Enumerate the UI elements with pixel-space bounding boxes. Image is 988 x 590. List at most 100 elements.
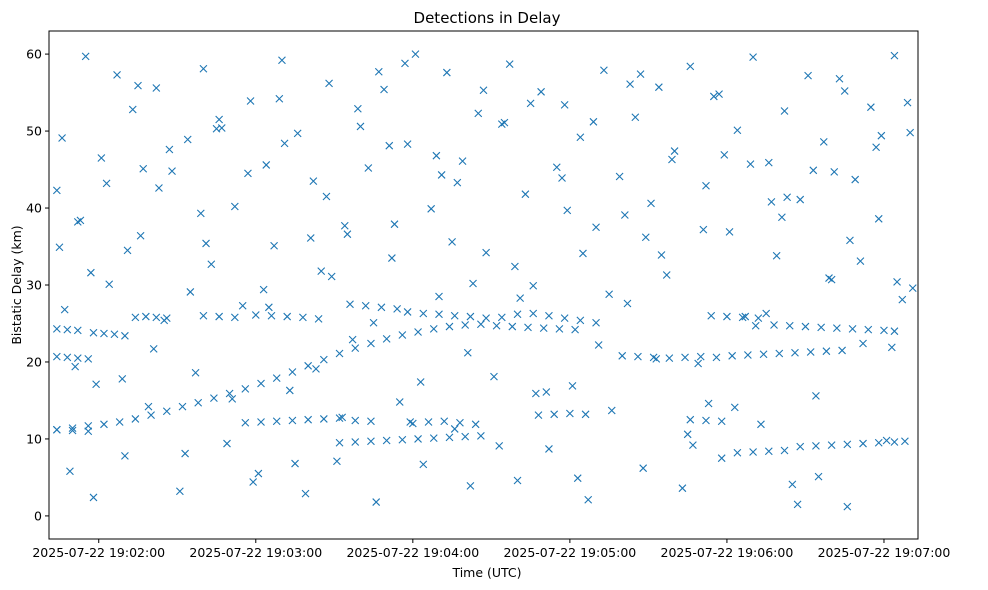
- data-point: [801, 322, 810, 331]
- data-point: [817, 323, 826, 332]
- data-point: [131, 415, 140, 423]
- data-point: [348, 335, 357, 344]
- data-point: [398, 435, 407, 444]
- data-point: [830, 167, 839, 176]
- data-point: [859, 339, 867, 348]
- data-point: [351, 416, 360, 425]
- data-point: [746, 160, 755, 169]
- data-point: [202, 239, 210, 248]
- data-point: [775, 349, 784, 358]
- data-point: [335, 414, 344, 423]
- data-point: [414, 328, 422, 336]
- data-point: [822, 347, 831, 356]
- data-point: [796, 195, 805, 204]
- data-point: [249, 478, 258, 486]
- data-point: [52, 352, 61, 361]
- data-point: [374, 67, 383, 76]
- data-point: [230, 313, 239, 322]
- data-point: [84, 427, 93, 436]
- data-point: [592, 318, 600, 327]
- data-point: [63, 325, 72, 334]
- data-point: [225, 389, 234, 398]
- data-point: [728, 351, 737, 360]
- data-point: [429, 324, 438, 333]
- data-point: [275, 94, 284, 103]
- data-point: [678, 484, 687, 493]
- data-point: [568, 381, 577, 390]
- data-point: [199, 64, 208, 73]
- data-point: [68, 426, 77, 435]
- data-point: [322, 192, 331, 201]
- data-point: [361, 301, 370, 310]
- data-point: [149, 344, 158, 353]
- data-point: [788, 480, 797, 489]
- data-point: [778, 213, 786, 222]
- data-point: [796, 442, 805, 451]
- data-point: [333, 457, 341, 466]
- data-point: [668, 155, 676, 164]
- data-point: [238, 301, 247, 310]
- data-point: [63, 353, 72, 362]
- data-point: [353, 104, 362, 113]
- data-point: [453, 178, 462, 187]
- data-point: [723, 312, 731, 321]
- y-tick-label: 10: [26, 431, 42, 446]
- data-point: [272, 417, 281, 426]
- data-point: [84, 355, 93, 363]
- data-point: [634, 352, 642, 361]
- data-point: [749, 448, 757, 456]
- data-point: [52, 425, 61, 434]
- data-point: [241, 418, 250, 427]
- data-point: [416, 378, 425, 386]
- data-point: [490, 372, 498, 381]
- data-point: [113, 70, 121, 79]
- x-tick-label: 2025-07-22 19:05:00: [503, 545, 636, 560]
- data-point: [641, 233, 650, 242]
- data-point: [319, 415, 328, 423]
- data-point: [516, 294, 525, 302]
- data-point: [759, 350, 768, 359]
- data-point: [52, 186, 61, 195]
- y-tick-label: 50: [26, 124, 42, 139]
- data-point: [906, 128, 915, 137]
- y-tick-label: 0: [34, 508, 42, 523]
- data-point: [592, 223, 600, 232]
- data-point: [846, 236, 854, 245]
- data-point: [471, 420, 480, 429]
- data-point: [285, 386, 294, 395]
- data-point: [152, 313, 161, 322]
- data-point: [335, 349, 344, 358]
- data-point: [327, 272, 336, 281]
- data-point: [414, 435, 422, 443]
- data-point: [848, 324, 857, 333]
- data-point: [542, 388, 551, 396]
- data-point: [73, 354, 82, 363]
- data-point: [343, 230, 352, 239]
- series-7: [52, 50, 917, 511]
- data-point: [325, 79, 333, 88]
- data-point: [403, 140, 412, 149]
- data-point: [309, 177, 318, 185]
- data-point: [427, 204, 436, 213]
- data-point: [223, 439, 231, 448]
- data-point: [395, 398, 404, 406]
- data-point: [571, 325, 579, 334]
- data-point: [639, 464, 648, 473]
- data-point: [702, 181, 710, 190]
- y-axis: 0 10 20 30 40 50 60: [26, 47, 49, 523]
- data-point: [882, 436, 891, 445]
- data-point: [89, 493, 98, 502]
- data-point: [806, 348, 815, 356]
- data-point: [725, 228, 734, 236]
- data-point: [521, 190, 530, 199]
- data-point: [702, 416, 710, 425]
- chart-title: Detections in Delay: [414, 9, 561, 27]
- data-point: [440, 417, 449, 426]
- data-point: [657, 251, 666, 259]
- data-point: [435, 310, 443, 319]
- data-point: [367, 417, 375, 426]
- data-point: [696, 352, 705, 361]
- data-point: [207, 260, 216, 269]
- data-point: [288, 368, 297, 376]
- data-point: [97, 154, 106, 162]
